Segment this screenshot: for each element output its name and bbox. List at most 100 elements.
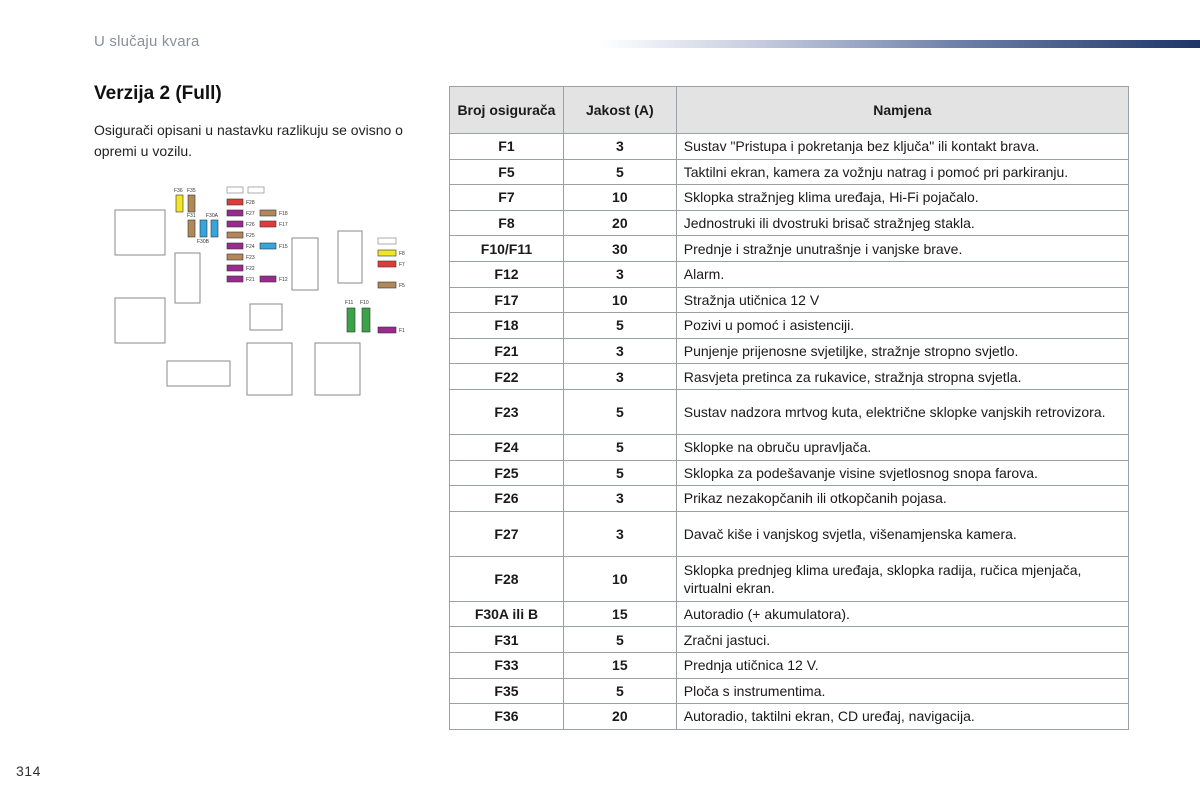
table-row: F8 20 Jednostruki ili dvostruki brisač str… [449, 209, 1130, 237]
purpose-cell: Punjenje prijenosne svjetiljke, stražnje… [675, 337, 1130, 365]
purpose-cell: Pozivi u pomoć i asistenciji. [675, 312, 1130, 339]
diagram-label-f11: F11 [345, 300, 353, 306]
diagram-label-f25: F25 [246, 233, 255, 239]
diagram-label-f30a: F30A [206, 213, 219, 219]
purpose-cell: Sklopka stražnjeg klima uređaja, Hi-Fi p… [675, 184, 1130, 211]
purpose-cell: Zračni jastuci. [675, 626, 1130, 653]
amperage-cell: 10 [562, 286, 677, 314]
diagram-label-f30b: F30B [197, 239, 210, 245]
table-row: F33 15 Prednja utičnica 12 V. [449, 651, 1130, 679]
table-row: F7 10 Sklopka stražnjeg klima uređaja, Hi-… [449, 184, 1130, 211]
diagram-label-f7: F7 [399, 262, 405, 268]
table-row: F35 5 Ploča s instrumentima. [449, 677, 1130, 705]
fuse-number-cell: F21 [449, 337, 564, 365]
purpose-cell: Davač kiše i vanjskog svjetla, višenamje… [675, 510, 1130, 557]
table-row: F23 5 Sustav nadzora mrtvog kuta, električ… [449, 388, 1130, 435]
fuse-number-cell: F27 [449, 510, 564, 557]
header-decorative-bar [600, 40, 1200, 48]
purpose-cell: Alarm. [675, 260, 1130, 288]
fuse-number-cell: F10/F11 [449, 235, 564, 262]
purpose-cell: Stražnja utičnica 12 V [675, 286, 1130, 314]
amperage-cell: 5 [562, 626, 677, 653]
diagram-label-f5: F5 [399, 283, 405, 289]
diagram-label-f31: F31 [187, 213, 196, 219]
amperage-cell: 3 [562, 485, 677, 512]
amperage-cell: 3 [562, 510, 677, 557]
amperage-cell: 15 [562, 651, 677, 679]
table-row: F1 3 Sustav "Pristupa i pokretanja bez klj… [449, 133, 1130, 160]
purpose-cell: Autoradio (+ akumulatora). [675, 600, 1130, 628]
table-row: F10/F11 30 Prednje i stražnje unutrašnje i… [449, 235, 1130, 262]
amperage-cell: 3 [562, 337, 677, 365]
fuse-number-cell: F33 [449, 651, 564, 679]
diagram-label-f26: F26 [246, 222, 255, 228]
diagram-label-f23: F23 [246, 255, 255, 261]
purpose-cell: Taktilni ekran, kamera za vožnju natrag … [675, 158, 1130, 186]
purpose-cell: Prednja utičnica 12 V. [675, 651, 1130, 679]
header-purpose: Namjena [675, 86, 1130, 134]
header-amperage: Jakost (A) [562, 86, 677, 134]
diagram-label-f27: F27 [246, 211, 255, 217]
table-row: F36 20 Autoradio, taktilni ekran, CD uređa… [449, 703, 1130, 730]
purpose-cell: Sklopka za podešavanje visine svjetlosno… [675, 459, 1130, 487]
amperage-cell: 5 [562, 388, 677, 435]
amperage-cell: 10 [562, 555, 677, 602]
diagram-label-f12: F12 [279, 277, 288, 283]
amperage-cell: 5 [562, 459, 677, 487]
fuse-number-cell: F26 [449, 485, 564, 512]
purpose-cell: Prikaz nezakopčanih ili otkopčanih pojas… [675, 485, 1130, 512]
diagram-label-f8: F8 [399, 251, 405, 257]
amperage-cell: 30 [562, 235, 677, 262]
fuse-box-diagram: F36 F35 F31 F30A F30B F28 F27 F26 F25 F2… [114, 186, 405, 396]
fuse-number-cell: F24 [449, 433, 564, 461]
fuse-number-cell: F28 [449, 555, 564, 602]
diagram-label-f1: F1 [399, 328, 405, 334]
fuse-number-cell: F31 [449, 626, 564, 653]
fuse-number-cell: F1 [449, 133, 564, 160]
table-row: F26 3 Prikaz nezakopčanih ili otkopčanih p… [449, 485, 1130, 512]
fuse-number-cell: F35 [449, 677, 564, 705]
fuse-number-cell: F17 [449, 286, 564, 314]
amperage-cell: 10 [562, 184, 677, 211]
section-header: U slučaju kvara [94, 33, 200, 50]
fuse-number-cell: F36 [449, 703, 564, 730]
purpose-cell: Sklopke na obruču upravljača. [675, 433, 1130, 461]
purpose-cell: Prednje i stražnje unutrašnje i vanjske … [675, 235, 1130, 262]
diagram-label-f36: F36 [174, 188, 183, 194]
purpose-cell: Sustav "Pristupa i pokretanja bez ključa… [675, 133, 1130, 160]
purpose-cell: Rasvjeta pretinca za rukavice, stražnja … [675, 363, 1130, 390]
purpose-cell: Ploča s instrumentima. [675, 677, 1130, 705]
amperage-cell: 3 [562, 260, 677, 288]
page-number: 314 [16, 763, 41, 779]
fuse-number-cell: F5 [449, 158, 564, 186]
amperage-cell: 5 [562, 677, 677, 705]
table-row: F12 3 Alarm. [449, 260, 1130, 288]
fuse-number-cell: F30A ili B [449, 600, 564, 628]
diagram-label-f15: F15 [279, 244, 288, 250]
table-row: F22 3 Rasvjeta pretinca za rukavice, straž… [449, 363, 1130, 390]
diagram-label-f21: F21 [246, 277, 255, 283]
purpose-cell: Sklopka prednjeg klima uređaja, sklopka … [675, 555, 1130, 602]
purpose-cell: Autoradio, taktilni ekran, CD uređaj, na… [675, 703, 1130, 730]
header-fuse-number: Broj osigurača [449, 86, 564, 134]
diagram-label-f18: F18 [279, 211, 288, 217]
table-row: F27 3 Davač kiše i vanjskog svjetla, višen… [449, 510, 1130, 557]
amperage-cell: 15 [562, 600, 677, 628]
amperage-cell: 5 [562, 312, 677, 339]
diagram-label-f28: F28 [246, 200, 255, 206]
fuse-table: Broj osigurača Jakost (A) Namjena F1 3 Sus… [449, 86, 1130, 730]
table-row: F17 10 Stražnja utičnica 12 V [449, 286, 1130, 314]
fuse-number-cell: F12 [449, 260, 564, 288]
fuse-number-cell: F22 [449, 363, 564, 390]
table-row: F5 5 Taktilni ekran, kamera za vožnju natr… [449, 158, 1130, 186]
diagram-label-f10: F10 [360, 300, 369, 306]
table-row: F31 5 Zračni jastuci. [449, 626, 1130, 653]
fuse-number-cell: F23 [449, 388, 564, 435]
purpose-cell: Jednostruki ili dvostruki brisač stražnj… [675, 209, 1130, 237]
diagram-label-f22: F22 [246, 266, 255, 272]
table-row: F25 5 Sklopka za podešavanje visine svjetl… [449, 459, 1130, 487]
table-row: F28 10 Sklopka prednjeg klima uređaja, skl… [449, 555, 1130, 602]
amperage-cell: 3 [562, 363, 677, 390]
fuse-number-cell: F8 [449, 209, 564, 237]
amperage-cell: 5 [562, 433, 677, 461]
